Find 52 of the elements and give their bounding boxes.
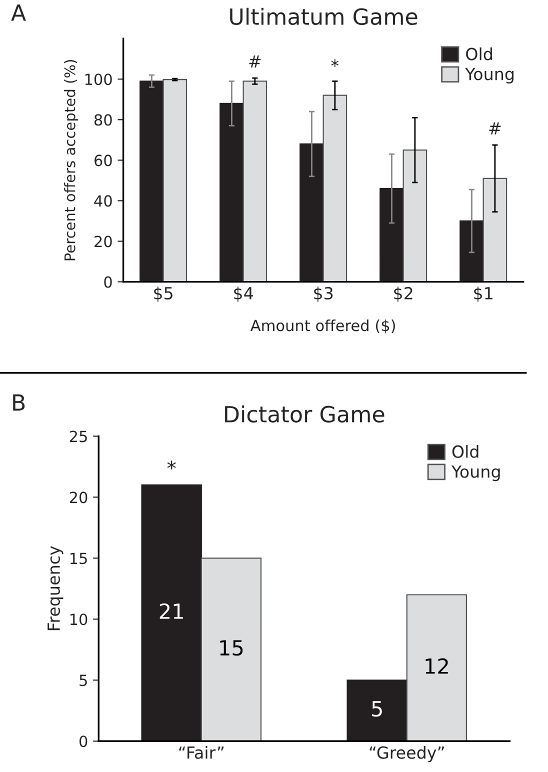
y-tick-label: 15: [70, 552, 87, 564]
y-tick-label: 5: [80, 674, 87, 686]
y-tick-label: 100: [85, 74, 112, 86]
bar: [402, 150, 428, 282]
legend-label: Young: [465, 68, 514, 84]
bar: [220, 102, 244, 282]
bar: [242, 80, 268, 282]
annotation: *: [167, 460, 176, 470]
data-label: 21: [160, 603, 183, 619]
legend-label: Old: [466, 47, 492, 60]
annotation: *: [331, 59, 339, 67]
bar: [200, 558, 262, 742]
annotation: #: [249, 56, 261, 68]
legend-label: Old: [452, 445, 478, 458]
bar: [460, 220, 484, 282]
x-tick-label: $3: [314, 286, 333, 302]
data-label: 12: [426, 658, 448, 674]
legend-label: Young: [451, 465, 500, 482]
bar: [300, 143, 324, 282]
x-axis-title: Amount offered ($): [250, 319, 395, 334]
text: A: [11, 4, 26, 21]
x-tick-label: “Greedy”: [370, 746, 444, 762]
chart-title: Dictator Game: [225, 405, 384, 423]
annotation: #: [489, 122, 501, 134]
data-label: 15: [220, 640, 243, 656]
y-tick-label: 20: [70, 492, 88, 504]
y-tick-label: 0: [80, 736, 88, 748]
y-tick-label: 0: [104, 276, 112, 288]
bar: [162, 78, 188, 282]
chart-title: Ultimatum Game: [230, 8, 418, 26]
x-tick-label: $1: [474, 286, 492, 302]
bar: [380, 188, 404, 282]
x-tick-label: $5: [154, 286, 172, 302]
y-tick-label: 40: [94, 195, 112, 207]
y-tick-label: 10: [70, 614, 88, 626]
bar: [140, 80, 164, 282]
x-tick-label: $4: [234, 286, 253, 302]
x-tick-label: “Fair”: [179, 746, 224, 759]
bar: [322, 94, 348, 282]
y-tick-label: 20: [94, 236, 112, 248]
y-tick-label: 25: [70, 430, 87, 442]
bar: [406, 594, 468, 742]
bar: [141, 484, 202, 742]
text: B: [13, 394, 25, 411]
x-tick-label: $2: [394, 286, 412, 302]
y-tick-label: 60: [94, 154, 112, 166]
bar: [482, 178, 508, 282]
y-axis-title: Frequency: [48, 546, 64, 630]
data-label: 5: [372, 701, 382, 717]
y-axis-title: Percent offers accepted (%): [64, 60, 78, 260]
y-tick-label: 80: [94, 114, 112, 126]
bar: [346, 680, 408, 742]
